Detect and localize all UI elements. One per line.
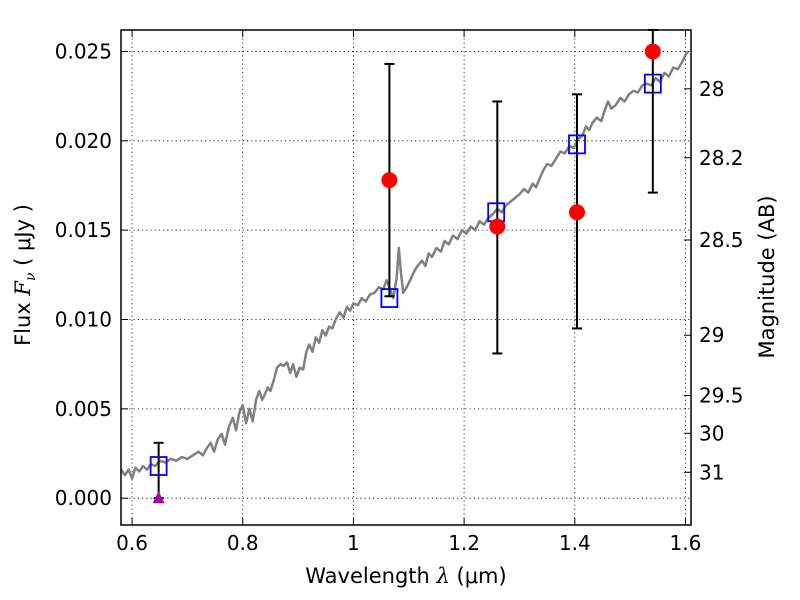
y-tick-label: 0.000: [55, 486, 112, 510]
plot-frame: [120, 29, 692, 526]
y-tick-label: 0.020: [55, 129, 112, 153]
y2-tick-label: 31: [699, 460, 724, 484]
model-square-point: [149, 456, 168, 476]
y2-tick-label: 29.5: [699, 383, 744, 407]
y2-tick-label: 28: [699, 77, 724, 101]
x-tick-label: 1.6: [670, 531, 702, 555]
y-tick-label: 0.005: [55, 397, 112, 421]
observed-flux-point: [381, 172, 398, 189]
error-bar: [153, 441, 164, 500]
spectrum-line: [121, 50, 690, 480]
observed-flux-point: [644, 43, 661, 60]
y-axis-label: Flux Fν ( μJy ): [11, 204, 39, 346]
model-square-point: [643, 73, 662, 94]
x-tick-label: 0.8: [227, 531, 259, 555]
y-tick-label: 0.025: [55, 39, 112, 63]
tick-marks: [121, 30, 691, 525]
data-layer: [121, 29, 690, 504]
y2-tick-label: 29: [699, 323, 724, 347]
observed-flux-point: [489, 218, 506, 235]
x-tick-label: 1.4: [559, 531, 591, 555]
y-tick-label: 0.010: [55, 307, 112, 331]
model-square-point: [568, 134, 586, 155]
x-tick-label: 1.2: [448, 531, 480, 555]
grid-lines: [121, 30, 691, 525]
y2-tick-label: 28.2: [699, 146, 744, 170]
model-square-point: [380, 288, 399, 308]
y2-tick-label: 28.5: [699, 228, 744, 252]
observed-flux-point: [569, 204, 585, 221]
x-tick-label: 0.6: [116, 531, 148, 555]
y2-tick-label: 30: [699, 421, 724, 445]
y-tick-label: 0.015: [55, 218, 112, 242]
upper-limit-triangle: [152, 491, 165, 504]
x-axis-label: Wavelength λ (μm): [305, 564, 506, 588]
y2-axis-label: Magnitude (AB): [755, 195, 779, 358]
tick-labels: 0.6 0.8 1 1.2 1.4 1.6 0.000 0.005 0.010 0.015 0.02…: [55, 39, 744, 555]
x-tick-label: 1: [347, 531, 360, 555]
